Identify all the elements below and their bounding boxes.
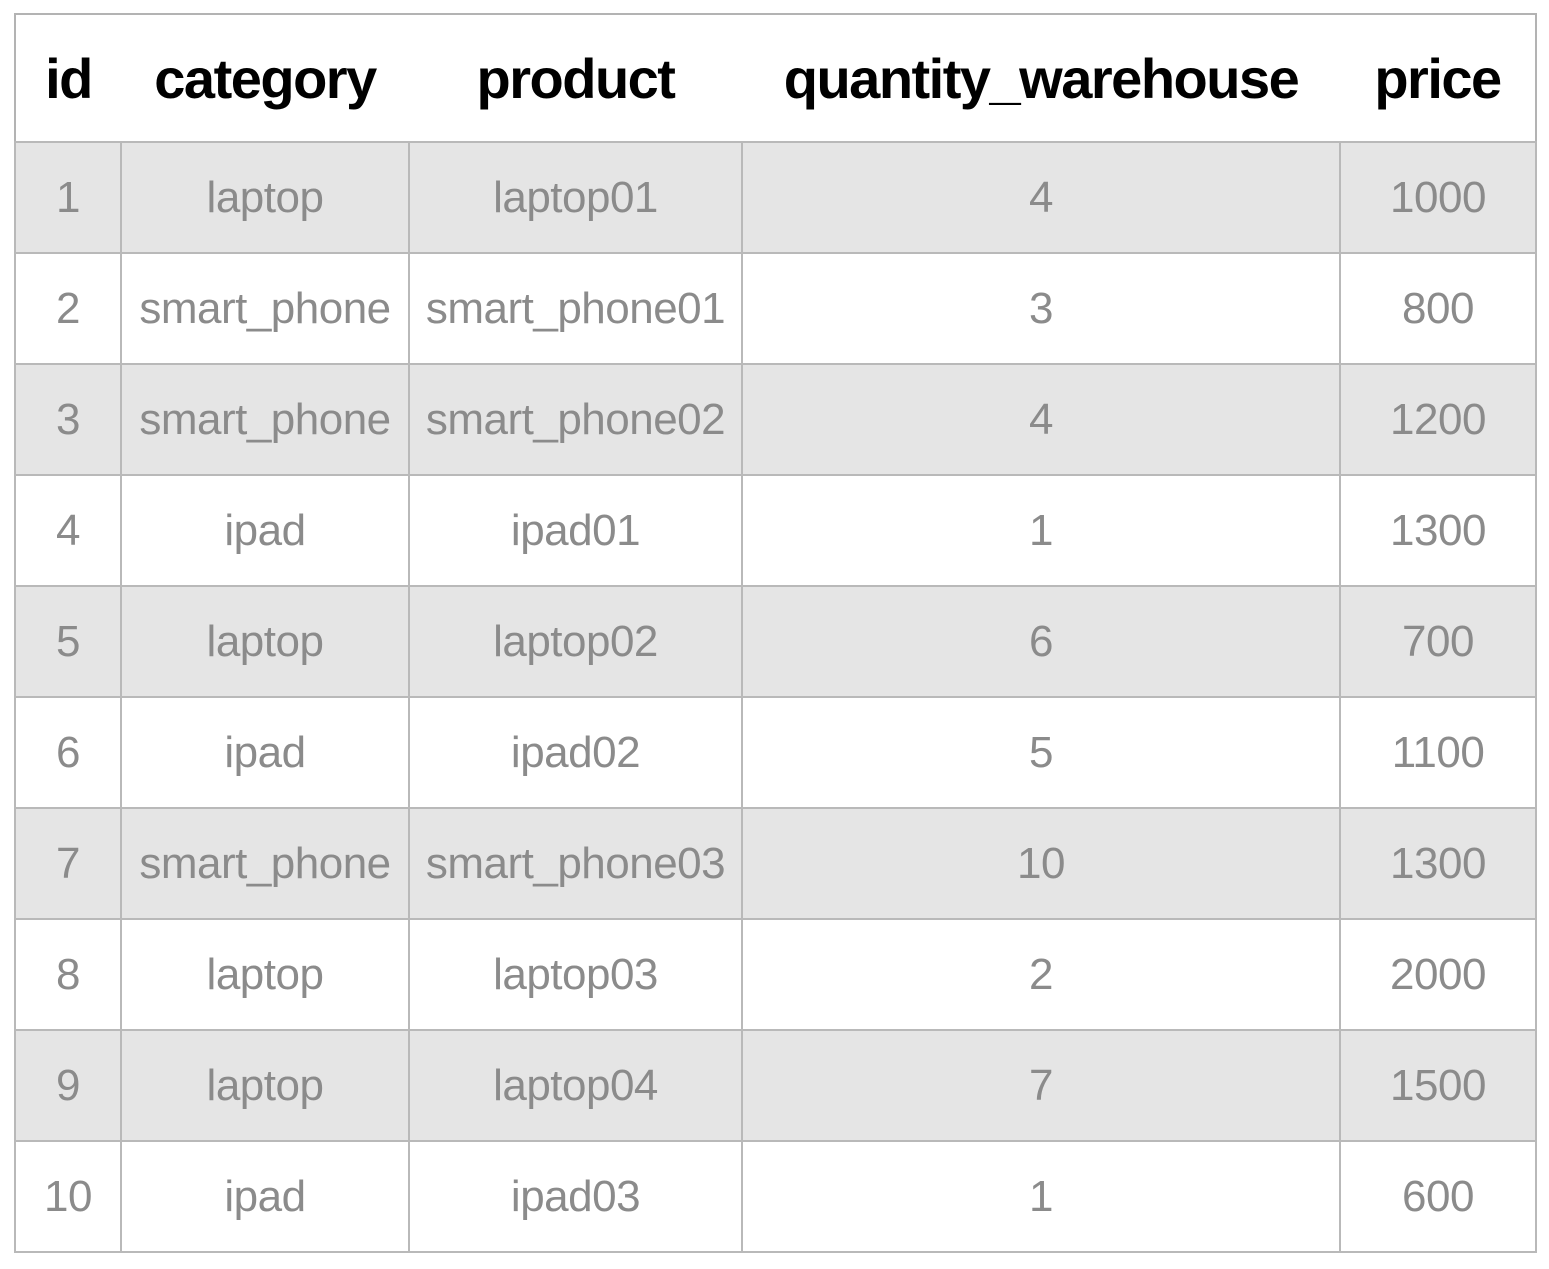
cell-id: 8 [14, 918, 122, 1031]
cell-id: 6 [14, 696, 122, 809]
cell-category: ipad [120, 474, 410, 587]
cell-id: 7 [14, 807, 122, 920]
cell-quantity-warehouse: 6 [741, 585, 1341, 698]
cell-category: smart_phone [120, 252, 410, 365]
header-row: id category product quantity_warehouse p… [15, 14, 1536, 142]
cell-id: 9 [14, 1029, 122, 1142]
products-table: id category product quantity_warehouse p… [14, 13, 1537, 1253]
cell-id: 3 [14, 363, 122, 476]
cell-quantity-warehouse: 4 [741, 363, 1341, 476]
cell-product: laptop02 [408, 585, 743, 698]
cell-product: laptop03 [408, 918, 743, 1031]
table-row: 3 smart_phone smart_phone02 4 1200 [14, 363, 1537, 476]
cell-price: 1500 [1339, 1029, 1537, 1142]
column-header-id: id [15, 14, 121, 142]
cell-quantity-warehouse: 7 [741, 1029, 1341, 1142]
cell-price: 1000 [1339, 141, 1537, 254]
cell-id: 5 [14, 585, 122, 698]
cell-category: laptop [120, 585, 410, 698]
cell-product: ipad03 [408, 1140, 743, 1253]
table-row: 8 laptop laptop03 2 2000 [14, 918, 1537, 1031]
cell-price: 800 [1339, 252, 1537, 365]
column-header-category: category [121, 14, 409, 142]
table-row: 9 laptop laptop04 7 1500 [14, 1029, 1537, 1142]
cell-product: laptop01 [408, 141, 743, 254]
cell-price: 1300 [1339, 474, 1537, 587]
cell-category: laptop [120, 141, 410, 254]
cell-product: smart_phone03 [408, 807, 743, 920]
cell-category: smart_phone [120, 807, 410, 920]
cell-id: 2 [14, 252, 122, 365]
cell-category: ipad [120, 1140, 410, 1253]
cell-price: 1300 [1339, 807, 1537, 920]
table-header: id category product quantity_warehouse p… [15, 14, 1536, 142]
table-row: 2 smart_phone smart_phone01 3 800 [14, 252, 1537, 365]
table-row: 1 laptop laptop01 4 1000 [14, 141, 1537, 254]
cell-price: 2000 [1339, 918, 1537, 1031]
cell-quantity-warehouse: 10 [741, 807, 1341, 920]
table-row: 10 ipad ipad03 1 600 [14, 1140, 1537, 1253]
table-row: 5 laptop laptop02 6 700 [14, 585, 1537, 698]
cell-product: smart_phone01 [408, 252, 743, 365]
cell-quantity-warehouse: 1 [741, 474, 1341, 587]
column-header-price: price [1340, 14, 1536, 142]
cell-product: laptop04 [408, 1029, 743, 1142]
cell-product: ipad01 [408, 474, 743, 587]
table-row: 4 ipad ipad01 1 1300 [14, 474, 1537, 587]
cell-product: smart_phone02 [408, 363, 743, 476]
cell-price: 600 [1339, 1140, 1537, 1253]
table-row: 6 ipad ipad02 5 1100 [14, 696, 1537, 809]
cell-quantity-warehouse: 5 [741, 696, 1341, 809]
table-row: 7 smart_phone smart_phone03 10 1300 [14, 807, 1537, 920]
cell-category: ipad [120, 696, 410, 809]
cell-category: smart_phone [120, 363, 410, 476]
cell-quantity-warehouse: 2 [741, 918, 1341, 1031]
cell-price: 1100 [1339, 696, 1537, 809]
cell-category: laptop [120, 918, 410, 1031]
column-header-quantity-warehouse: quantity_warehouse [742, 14, 1340, 142]
cell-id: 1 [14, 141, 122, 254]
column-header-product: product [409, 14, 742, 142]
cell-quantity-warehouse: 3 [741, 252, 1341, 365]
cell-id: 4 [14, 474, 122, 587]
cell-quantity-warehouse: 4 [741, 141, 1341, 254]
cell-id: 10 [14, 1140, 122, 1253]
cell-product: ipad02 [408, 696, 743, 809]
table-body: 1 laptop laptop01 4 1000 2 smart_phone smart_ph… [14, 141, 1537, 1253]
cell-quantity-warehouse: 1 [741, 1140, 1341, 1253]
cell-price: 700 [1339, 585, 1537, 698]
cell-category: laptop [120, 1029, 410, 1142]
cell-price: 1200 [1339, 363, 1537, 476]
